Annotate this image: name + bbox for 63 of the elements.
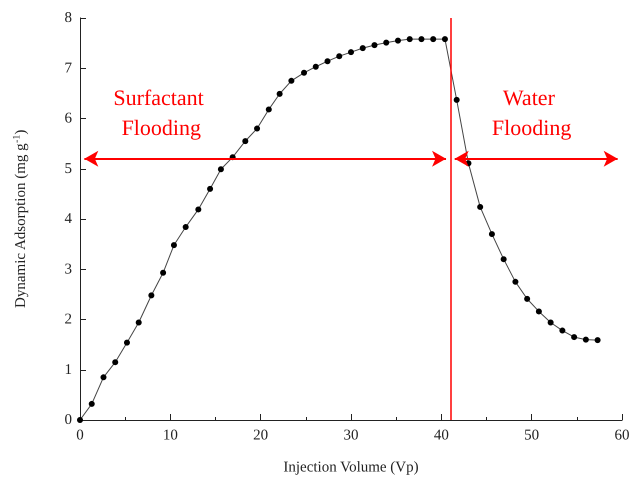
point [301, 70, 308, 76]
point [406, 36, 413, 42]
y-tick-label: 7 [64, 60, 72, 76]
point [348, 49, 354, 56]
point [383, 40, 390, 46]
y-tick-label: 2 [64, 312, 72, 328]
point [430, 36, 436, 42]
y-tick-label: 3 [64, 261, 72, 278]
y-tick-label: 0 [64, 412, 72, 428]
point [148, 292, 154, 298]
point [100, 374, 106, 380]
point [324, 58, 331, 64]
point [182, 224, 189, 230]
point [112, 359, 118, 366]
point [477, 204, 484, 210]
point [594, 337, 601, 344]
x-tick-label: 60 [614, 428, 630, 444]
point [442, 36, 448, 42]
y-tick-label: 8 [64, 10, 72, 26]
y-tick-label: 1 [64, 362, 72, 378]
point [207, 186, 214, 192]
point [336, 53, 342, 60]
point [394, 38, 401, 44]
annotation: Water Flooding [492, 84, 572, 140]
point [559, 328, 566, 334]
point [170, 242, 177, 248]
y-axis-title: Dynamic Adsorption (mg g-1) [12, 130, 29, 308]
x-tick-label: 10 [162, 428, 178, 444]
x-tick-label: 20 [253, 428, 268, 444]
point [488, 231, 495, 238]
point [88, 400, 95, 407]
point [242, 138, 248, 144]
point [288, 78, 294, 84]
point [136, 320, 142, 326]
point [418, 36, 424, 42]
point [160, 270, 166, 276]
point [218, 166, 224, 172]
x-tick-label: 30 [344, 428, 358, 444]
x-tick-label: 50 [524, 428, 540, 444]
point [548, 320, 554, 326]
y-tick-label: 5 [64, 160, 72, 177]
point [124, 340, 130, 346]
point [195, 206, 202, 212]
x-tick-label: 40 [434, 428, 449, 444]
point [454, 96, 460, 103]
point [512, 278, 518, 285]
y-tick-label: 4 [64, 211, 72, 227]
y-tick-label: 6 [64, 110, 72, 126]
point [582, 336, 589, 343]
annotation: Surfactant Flooding [113, 84, 210, 140]
point [276, 90, 283, 97]
point [360, 45, 366, 52]
x-axis-title: Injection Volume (Vp) [283, 460, 419, 476]
point [254, 126, 260, 132]
x-tick-label: 0 [76, 428, 84, 444]
point [266, 106, 272, 112]
point [500, 256, 507, 262]
point [371, 42, 378, 48]
point [536, 308, 542, 314]
point [77, 417, 83, 423]
point [524, 296, 530, 302]
point [312, 64, 319, 70]
point [571, 334, 578, 340]
